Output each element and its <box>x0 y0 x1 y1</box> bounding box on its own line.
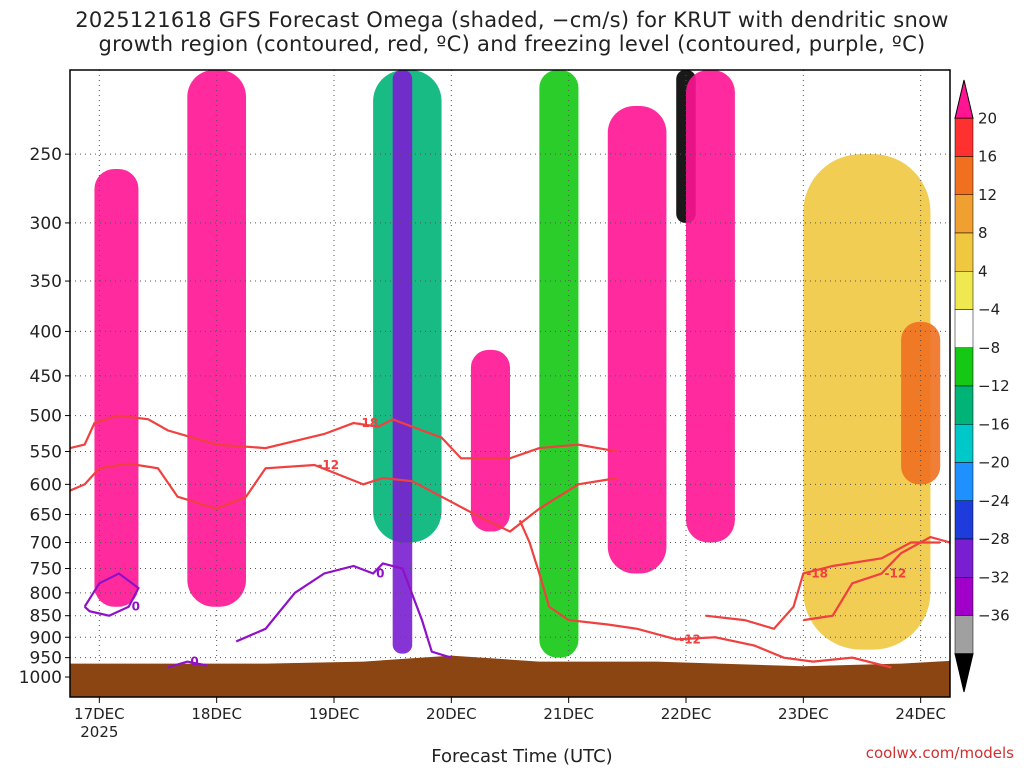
x-tick-label: 23DEC <box>778 705 829 723</box>
y-tick-label: 600 <box>30 475 62 495</box>
colorbar-bottom-arrow <box>954 653 974 693</box>
x-tick-label: 20DEC <box>426 705 477 723</box>
colorbar-swatch <box>954 538 974 578</box>
contour-line-2 <box>518 519 892 669</box>
contour-label-3: -18 <box>806 566 828 580</box>
contour-line-4 <box>803 535 950 622</box>
y-tick-label: 1000 <box>19 668 62 688</box>
contour-label-0: -18 <box>357 416 379 430</box>
y-tick-label: 650 <box>30 506 62 526</box>
contour-line-0 <box>70 414 618 460</box>
contour-label-6: 0 <box>376 566 384 580</box>
x-tick-label: 24DEC <box>895 705 946 723</box>
colorbar-label: −32 <box>978 568 1010 586</box>
x-tick-label: 19DEC <box>309 705 360 723</box>
plot-frame <box>69 69 951 698</box>
colorbar-label: −8 <box>978 339 1000 357</box>
y-tick-label: 400 <box>30 322 62 342</box>
colorbar-label: −28 <box>978 530 1010 548</box>
y-tick-label: 500 <box>30 407 62 427</box>
colorbar-label: −16 <box>978 415 1010 433</box>
y-tick-label: 300 <box>30 214 62 234</box>
y-tick-label: 850 <box>30 607 62 627</box>
x-tick-label: 22DEC <box>661 705 712 723</box>
y-tick-label: 550 <box>30 443 62 463</box>
x-tick-label: 17DEC <box>74 705 125 723</box>
x-tick-label: 21DEC <box>543 705 594 723</box>
chart-title-line-2: growth region (contoured, red, ºC) and f… <box>98 32 926 56</box>
contour-line-6 <box>235 562 452 659</box>
contour-line-3 <box>705 541 941 631</box>
chart-title-line-1: 2025121618 GFS Forecast Omega (shaded, −… <box>75 8 949 32</box>
y-tick-label: 700 <box>30 533 62 553</box>
y-tick-label: 800 <box>30 584 62 604</box>
colorbar-label: 4 <box>978 262 988 280</box>
colorbar-swatch <box>954 271 974 310</box>
contour-line-1 <box>70 462 618 533</box>
omega-band-6 <box>607 105 667 574</box>
contour-label-7: 0 <box>190 655 198 669</box>
omega-band-4 <box>470 349 510 532</box>
colorbar-swatch <box>954 309 974 348</box>
colorbar-swatch <box>954 424 974 463</box>
colorbar-label: 16 <box>978 148 997 166</box>
colorbar-label: −36 <box>978 607 1010 625</box>
x-tick-label: 18DEC <box>191 705 242 723</box>
colorbar-swatch <box>954 118 974 157</box>
omega-band-3 <box>392 70 413 654</box>
colorbar-label: −24 <box>978 492 1010 510</box>
colorbar-swatch <box>954 347 974 387</box>
contour-label-5: 0 <box>132 600 140 614</box>
y-tick-label: 950 <box>30 649 62 669</box>
colorbar-label: −4 <box>978 301 1000 319</box>
contour-label-2: -12 <box>679 632 701 646</box>
x-tick-year: 2025 <box>80 723 118 741</box>
contour-label-4: -12 <box>885 566 907 580</box>
colorbar-label: 20 <box>978 109 997 127</box>
y-tick-label: 450 <box>30 367 62 387</box>
y-tick-label: 250 <box>30 145 62 165</box>
colorbar-top-arrow <box>954 79 974 119</box>
y-tick-label: 900 <box>30 628 62 648</box>
terrain-ground <box>70 655 950 697</box>
colorbar-swatch <box>954 385 974 425</box>
contour-line-7 <box>167 660 208 669</box>
colorbar-swatch <box>954 500 974 540</box>
colorbar-label: −12 <box>978 377 1010 395</box>
omega-band-10 <box>901 321 941 485</box>
y-tick-label: 750 <box>30 560 62 580</box>
colorbar-swatch <box>954 615 974 654</box>
colorbar-label: −20 <box>978 454 1010 472</box>
colorbar-swatch <box>954 232 974 272</box>
contour-line-5 <box>83 572 140 617</box>
omega-band-1 <box>187 70 246 607</box>
omega-band-9 <box>803 154 931 650</box>
colorbar-swatch <box>954 577 974 616</box>
credit-link[interactable]: coolwx.com/models <box>865 744 1014 762</box>
omega-band-8 <box>686 70 735 543</box>
colorbar-swatch <box>954 462 974 501</box>
y-tick-label: 350 <box>30 272 62 292</box>
x-axis-label: Forecast Time (UTC) <box>431 746 613 767</box>
colorbar-swatch <box>954 194 974 234</box>
colorbar-label: 12 <box>978 186 997 204</box>
omega-band-5 <box>539 70 579 658</box>
omega-band-0 <box>94 168 139 607</box>
colorbar-label: 8 <box>978 224 988 242</box>
colorbar-swatch <box>954 156 974 195</box>
contour-label-1: -12 <box>317 458 339 472</box>
